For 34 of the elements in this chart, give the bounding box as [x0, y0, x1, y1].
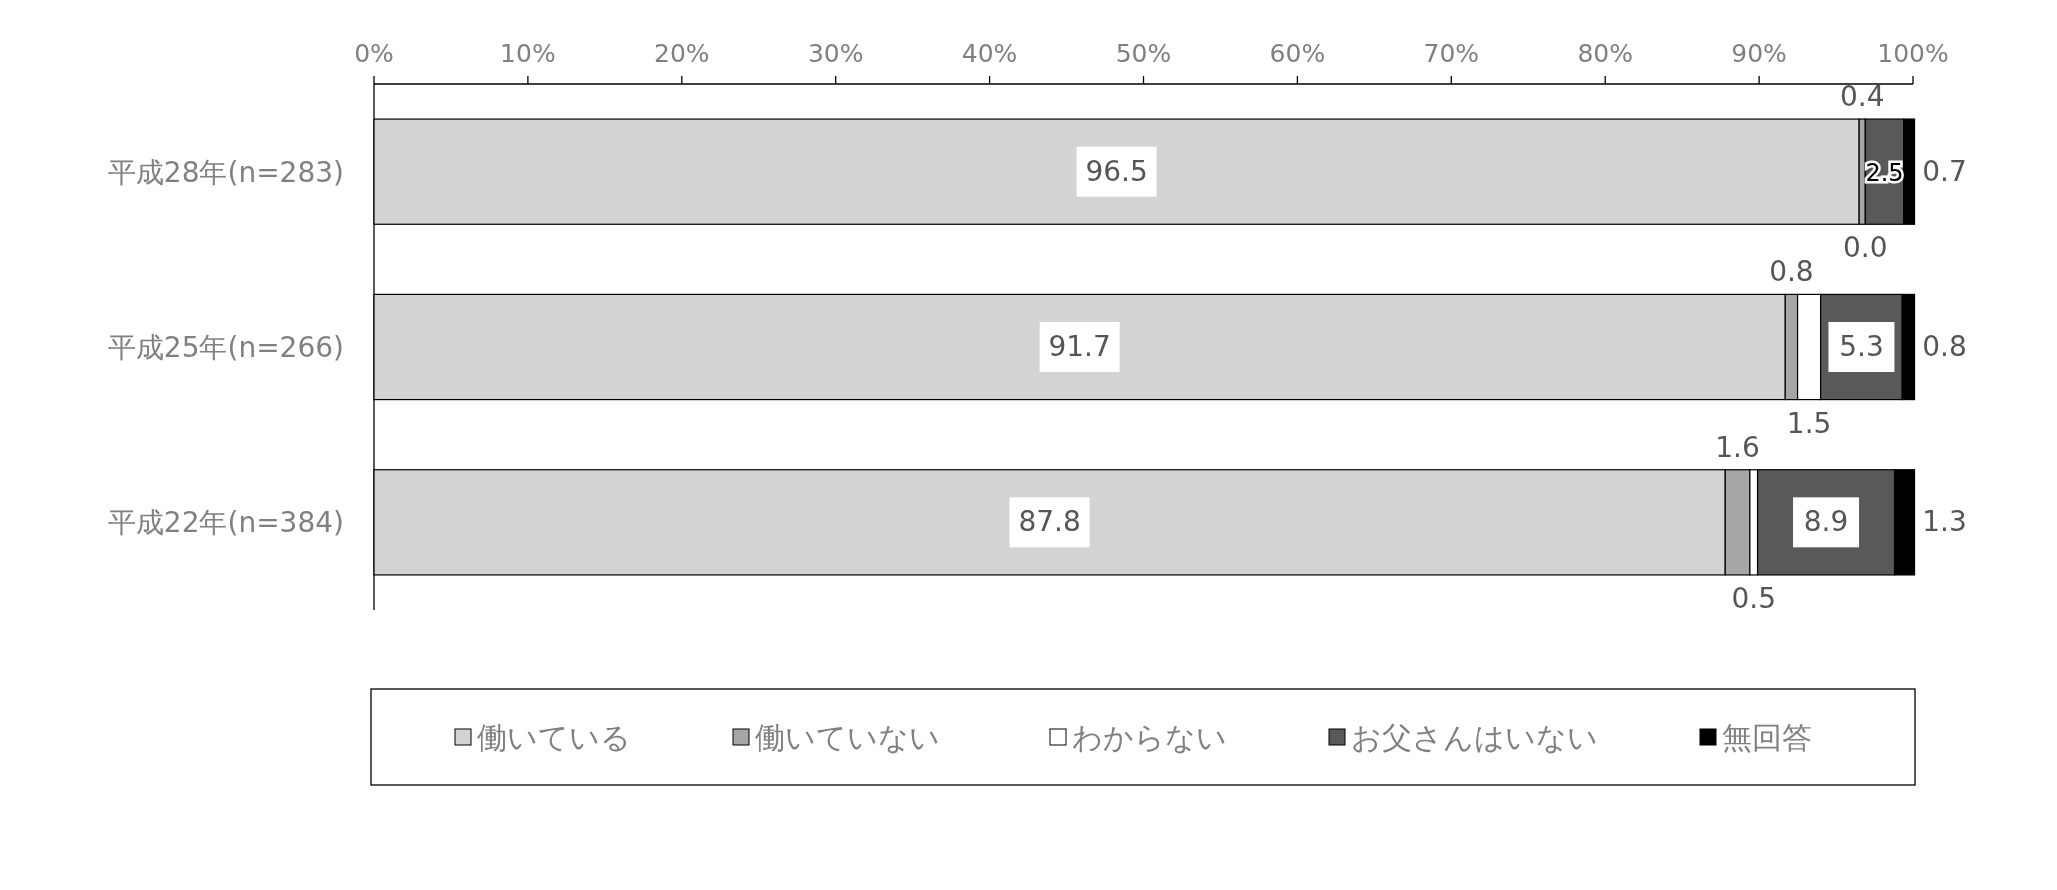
data-label: 91.7 — [1048, 330, 1111, 363]
data-label: 0.0 — [1843, 231, 1888, 265]
x-tick-label: 0% — [354, 39, 394, 68]
x-tick-label: 20% — [654, 39, 710, 68]
x-tick-label: 50% — [1115, 39, 1172, 68]
data-label: 0.4 — [1839, 80, 1885, 114]
legend-label: お父さんはいない — [1351, 720, 1598, 755]
x-tick-label: 30% — [807, 39, 864, 68]
x-tick-label: 100% — [1877, 39, 1949, 68]
legend-label: わからない — [1072, 720, 1227, 755]
y-tick-label: 平成28年(n=283) — [107, 155, 344, 189]
x-tick-label: 60% — [1269, 39, 1326, 68]
data-label: 87.8 — [1018, 505, 1081, 539]
y-tick-label: 平成25年(n=266) — [107, 331, 344, 364]
data-label: 2.5 — [1865, 158, 1904, 187]
data-label: 0.8 — [1922, 330, 1967, 363]
legend-label: 働いていない — [755, 720, 940, 755]
data-label: 1.6 — [1715, 430, 1760, 464]
x-tick-label: 40% — [961, 39, 1018, 68]
data-label: 8.9 — [1803, 505, 1849, 539]
legend-label: 働いている — [477, 720, 631, 755]
data-label: 5.3 — [1839, 330, 1884, 363]
x-tick-label: 10% — [500, 39, 556, 68]
data-label: 96.5 — [1085, 154, 1148, 188]
data-label: 1.3 — [1922, 505, 1967, 539]
data-label: 0.5 — [1731, 581, 1776, 615]
data-label: 1.5 — [1786, 406, 1832, 440]
data-label: 0.8 — [1769, 255, 1814, 289]
data-label: 0.7 — [1922, 154, 1967, 188]
x-tick-label: 80% — [1577, 39, 1633, 68]
x-tick-label: 90% — [1731, 39, 1787, 68]
legend-label: 無回答 — [1722, 720, 1812, 755]
y-tick-label: 平成22年(n=384) — [107, 506, 344, 540]
x-tick-label: 70% — [1423, 39, 1480, 68]
